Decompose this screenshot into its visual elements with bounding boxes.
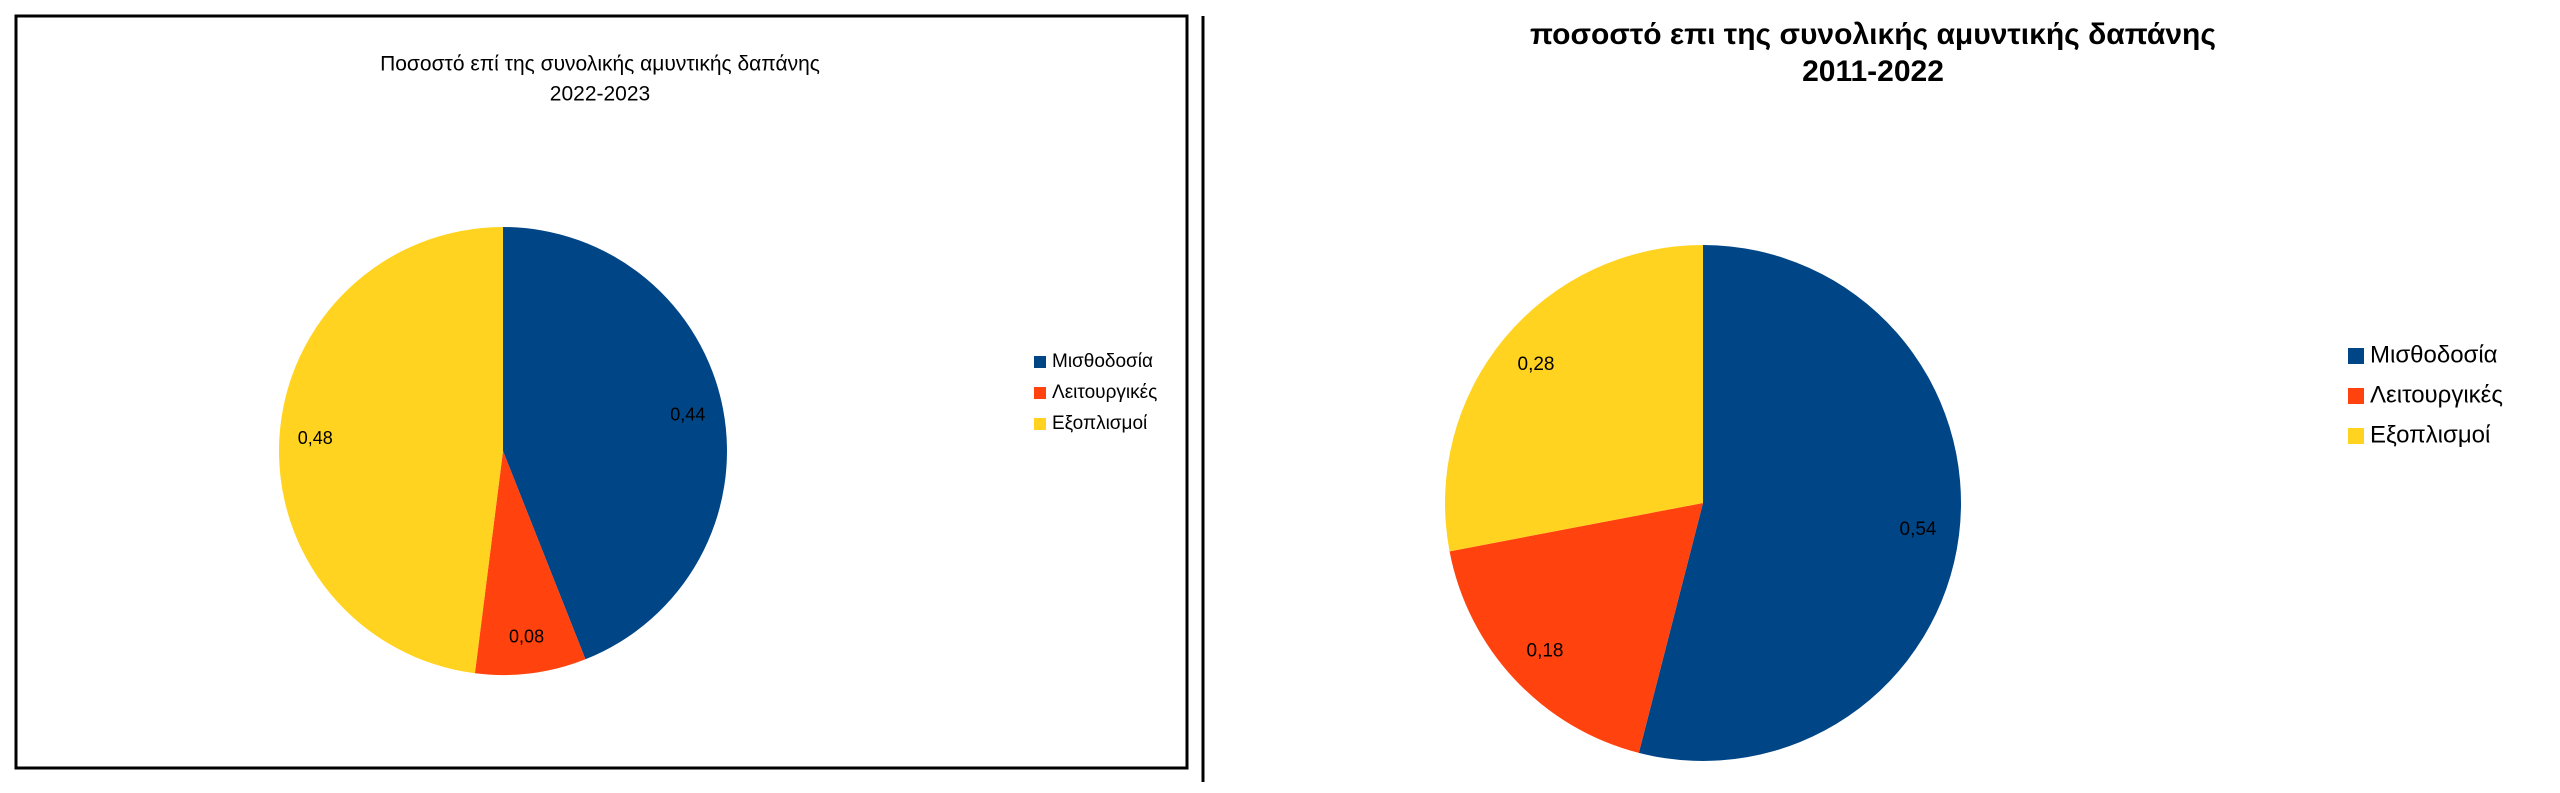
pie-slice — [503, 227, 728, 660]
pie-slice — [1638, 245, 1961, 761]
data-label: 0,08 — [509, 626, 544, 646]
legend-label: Εξοπλισμοί — [1052, 413, 1148, 434]
chart-title: Ποσοστό επί της συνολικής αμυντικής δαπά… — [380, 53, 820, 76]
chart-title: ποσοστό επι της συνολικής αμυντικής δαπά… — [1530, 18, 2216, 51]
legend-label: Λειτουργικές — [1052, 382, 1157, 403]
legend-label: Εξοπλισμοί — [2370, 421, 2491, 448]
legend-swatch — [1034, 356, 1046, 368]
legend-label: Λειτουργικές — [2370, 381, 2503, 408]
data-label: 0,54 — [1900, 519, 1937, 540]
data-label: 0,18 — [1527, 640, 1564, 661]
pie-slice — [1449, 503, 1703, 753]
legend-swatch — [1034, 387, 1046, 399]
data-label: 0,44 — [670, 404, 705, 424]
pie-slice — [278, 227, 503, 674]
data-label: 0,28 — [1518, 354, 1555, 375]
chart-subtitle: 2011-2022 — [1802, 55, 1944, 88]
data-label: 0,48 — [298, 428, 333, 448]
pie-slice — [474, 451, 586, 675]
legend-swatch — [2348, 428, 2364, 444]
legend-swatch — [2348, 388, 2364, 404]
legend-label: Μισθοδοσία — [2370, 341, 2498, 368]
legend-label: Μισθοδοσία — [1052, 351, 1153, 372]
pie-slice — [1445, 245, 1703, 552]
legend-swatch — [2348, 348, 2364, 364]
legend-swatch — [1034, 418, 1046, 430]
chart-subtitle: 2022-2023 — [550, 83, 650, 106]
